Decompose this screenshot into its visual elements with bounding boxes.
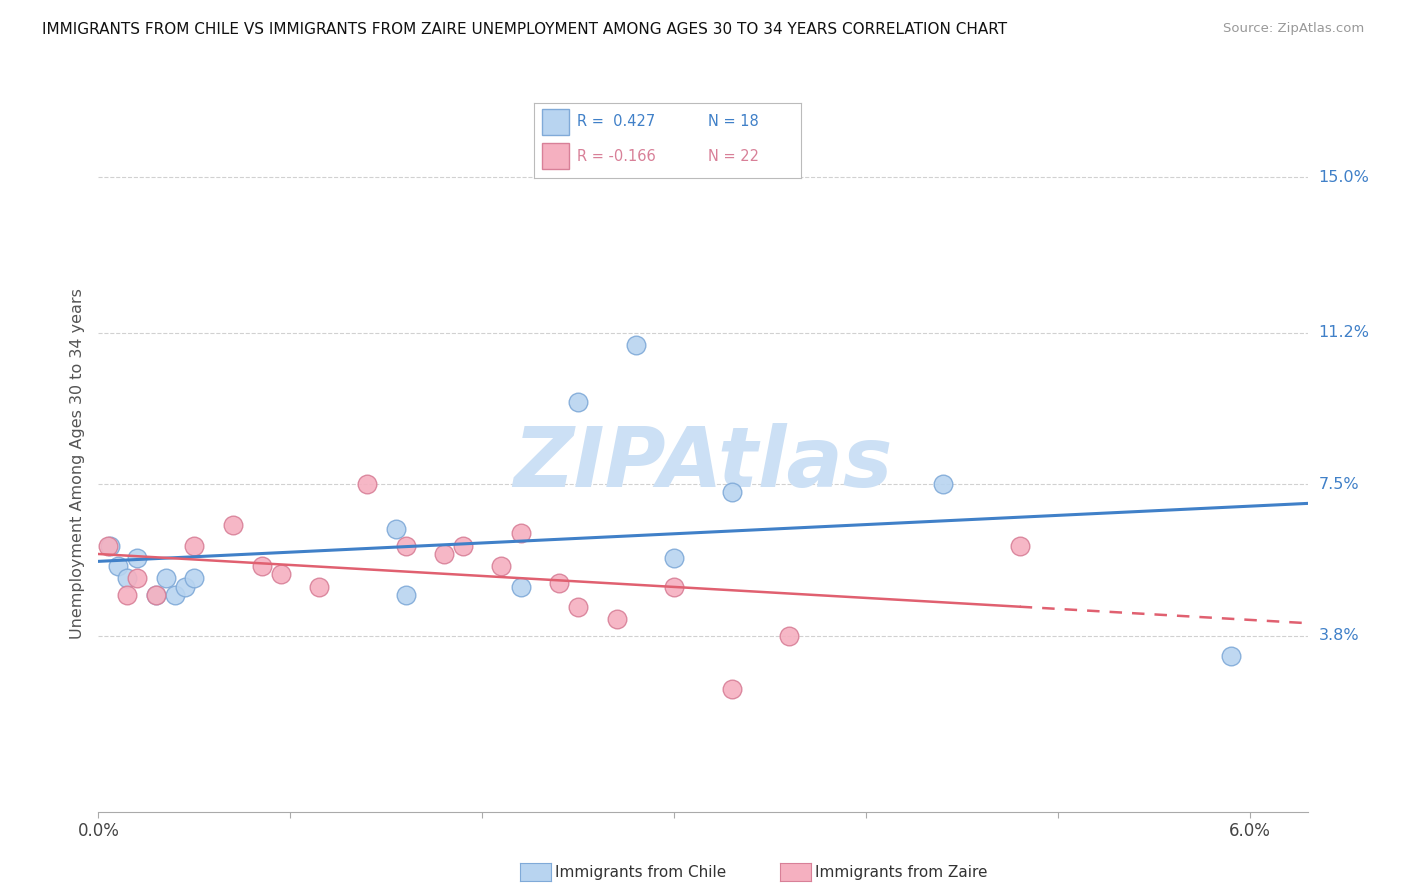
Text: 15.0%: 15.0% [1319,169,1369,185]
Point [451,539,474,553]
Point [250,559,273,574]
Point [165,588,187,602]
Text: 7.5%: 7.5% [1319,477,1360,491]
Point [385,522,408,536]
Text: ZIPAtlas: ZIPAtlas [513,424,893,504]
Point [720,485,742,500]
Point [270,567,292,582]
Point [664,580,686,594]
Point [97,539,120,553]
Point [567,395,589,409]
Text: N = 22: N = 22 [709,149,759,163]
Point [1008,539,1031,553]
Point [624,338,647,352]
Point [125,571,148,585]
Text: R =  0.427: R = 0.427 [576,114,655,129]
Point [115,571,138,585]
Point [125,551,148,566]
Text: 11.2%: 11.2% [1319,326,1369,341]
Point [778,629,800,643]
Text: Source: ZipAtlas.com: Source: ZipAtlas.com [1223,22,1364,36]
Point [308,580,330,594]
Point [720,681,742,696]
Point [394,588,416,602]
Point [1219,649,1241,664]
Point [107,559,129,574]
Point [183,539,205,553]
Point [932,477,955,491]
Point [664,551,686,566]
Bar [543,109,569,136]
Text: Immigrants from Zaire: Immigrants from Zaire [815,865,988,880]
Point [433,547,456,561]
Point [491,559,513,574]
Text: IMMIGRANTS FROM CHILE VS IMMIGRANTS FROM ZAIRE UNEMPLOYMENT AMONG AGES 30 TO 34 : IMMIGRANTS FROM CHILE VS IMMIGRANTS FROM… [42,22,1007,37]
Point [155,571,177,585]
Point [115,588,138,602]
Text: N = 18: N = 18 [709,114,759,129]
Point [98,539,121,553]
Point [509,580,531,594]
Y-axis label: Unemployment Among Ages 30 to 34 years: Unemployment Among Ages 30 to 34 years [69,288,84,640]
Text: 3.8%: 3.8% [1319,628,1360,643]
Point [173,580,195,594]
Point [356,477,378,491]
Point [567,600,589,615]
Point [145,588,167,602]
Point [509,526,531,541]
Text: Immigrants from Chile: Immigrants from Chile [555,865,727,880]
Point [183,571,205,585]
Point [394,539,416,553]
Point [548,575,571,590]
Bar [543,143,569,169]
Text: R = -0.166: R = -0.166 [576,149,655,163]
Point [222,518,245,533]
Point [145,588,167,602]
Point [606,612,628,626]
